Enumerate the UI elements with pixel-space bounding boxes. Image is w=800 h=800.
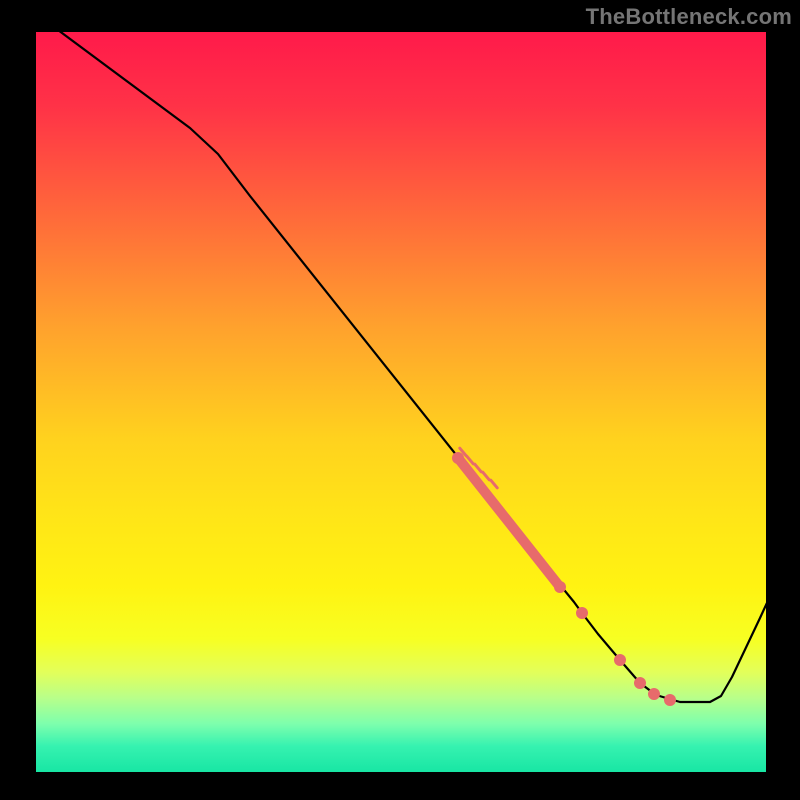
- chart-svg: [0, 0, 800, 800]
- chart-stage: TheBottleneck.com: [0, 0, 800, 800]
- plot-background: [36, 32, 766, 772]
- watermark-text: TheBottleneck.com: [586, 4, 792, 30]
